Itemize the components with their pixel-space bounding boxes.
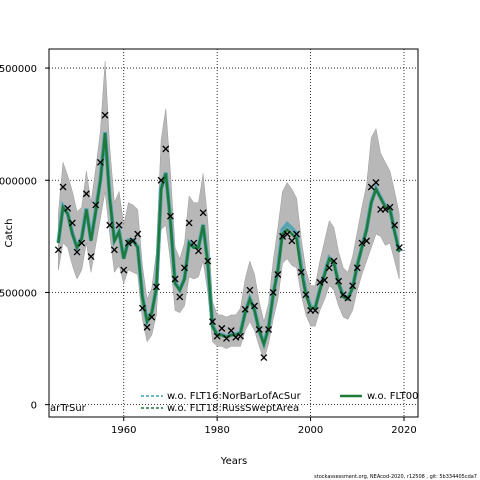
observed-point [363, 237, 371, 245]
legend-label-artrsur: arTrSur [50, 403, 87, 414]
observed-point [251, 302, 258, 310]
confidence-band [58, 61, 400, 361]
observed-point [152, 283, 160, 291]
observed-point [78, 239, 86, 247]
observed-point [209, 318, 216, 326]
observed-point [115, 221, 123, 229]
footer-credit: stockassessment.org, NEAcod-2020, r12508… [314, 474, 477, 480]
observed-point [237, 332, 244, 340]
observed-point [92, 201, 100, 209]
x-tick-label: 2000 [298, 425, 323, 436]
observed-point [246, 286, 254, 294]
observed-point [265, 326, 272, 333]
observed-point [73, 248, 81, 256]
observed-point [349, 282, 357, 290]
observed-point [255, 326, 263, 333]
legend-label-russwept: w.o. FLT18:RussSweptArea [167, 403, 299, 414]
observed-point [120, 266, 128, 274]
legend-label-norbar: w.o. FLT16:NorBarLofAcSur [167, 391, 302, 402]
observed-point [110, 246, 118, 254]
legend-label-flt00: w.o. FLT00 [367, 391, 419, 402]
observed-point [316, 278, 324, 286]
y-tick-label: 1500000 [0, 64, 37, 75]
observed-point [339, 291, 347, 299]
observed-point [302, 291, 310, 299]
observed-point [106, 221, 114, 229]
observed-point [143, 323, 151, 331]
observed-point [213, 332, 221, 340]
observed-point [195, 247, 202, 255]
observed-point [372, 179, 380, 186]
observed-point [176, 293, 184, 301]
observed-point [330, 257, 338, 265]
observed-point [227, 327, 235, 335]
x-tick-label: 2020 [391, 425, 416, 436]
y-tick-label: 1000000 [0, 176, 37, 187]
observed-point [148, 313, 156, 321]
observed-point [279, 232, 287, 240]
observed-point [335, 277, 343, 285]
observed-point [162, 145, 170, 153]
y-tick-label: 0 [31, 401, 37, 412]
observed-points-layer [54, 111, 403, 361]
observed-point [223, 335, 230, 342]
observed-point [311, 306, 319, 314]
observed-point [293, 230, 301, 238]
observed-point [54, 246, 62, 254]
observed-point [134, 230, 142, 238]
observed-point [204, 257, 212, 265]
observed-point [96, 158, 104, 166]
observed-point [171, 275, 179, 283]
observed-point [274, 271, 282, 278]
observed-point [138, 304, 146, 312]
confidence-band-layer [58, 61, 400, 361]
observed-point [185, 219, 193, 227]
observed-point [180, 264, 188, 272]
y-tick-label: 500000 [0, 288, 37, 299]
observed-point [395, 244, 403, 252]
observed-point [157, 176, 165, 184]
observed-point [218, 324, 226, 332]
y-axis-ticks: 0 500000 1000000 1500000 [0, 64, 49, 412]
x-axis-ticks: 1960 1980 2000 2020 [111, 417, 417, 436]
observed-point [297, 268, 305, 276]
observed-point [391, 221, 399, 229]
observed-point [68, 219, 76, 227]
observed-point [325, 264, 333, 272]
x-tick-label: 1960 [111, 425, 136, 436]
observed-point [129, 237, 137, 245]
observed-point [124, 239, 132, 247]
observed-point [353, 264, 361, 272]
observed-point [344, 294, 352, 302]
observed-point [87, 253, 95, 261]
observed-point [358, 239, 366, 247]
observed-point [101, 111, 109, 119]
observed-point [269, 289, 277, 296]
plot-frame [48, 48, 419, 418]
observed-point [381, 205, 389, 213]
observed-point [199, 209, 207, 217]
observed-point [260, 354, 268, 361]
legend: arTrSur w.o. FLT16:NorBarLofAcSur w.o. F… [50, 391, 419, 414]
x-axis-title: Years [220, 456, 247, 467]
observed-point [59, 183, 67, 191]
observed-point [386, 203, 394, 211]
observed-point [321, 276, 329, 284]
observed-point [283, 230, 291, 238]
observed-point [82, 190, 90, 198]
observed-point [64, 204, 72, 212]
y-axis-title: Catch [4, 219, 15, 248]
observed-point [190, 239, 198, 247]
observed-point [288, 237, 296, 245]
observed-point [241, 305, 249, 313]
observed-point [166, 212, 174, 220]
x-tick-label: 1980 [204, 425, 229, 436]
